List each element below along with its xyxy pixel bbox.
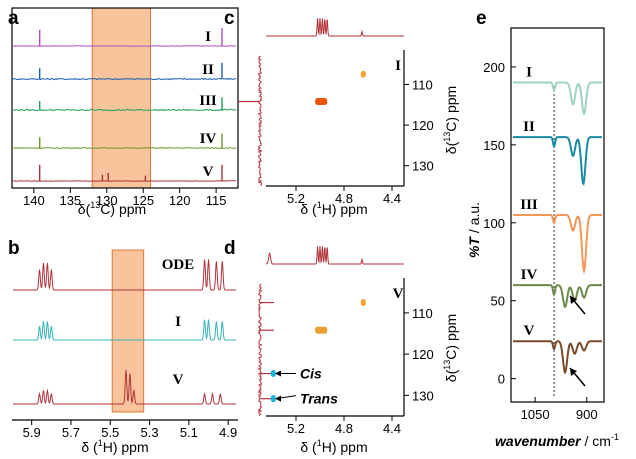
x-tick-label: 4.8: [335, 191, 353, 206]
panel-a-x-title: δ(13C) ppm: [78, 200, 146, 217]
series-label: III: [199, 93, 217, 109]
arrow-head: [570, 368, 577, 376]
cross-peak: [270, 370, 276, 378]
panel-d-x-title: δ (1H) ppm: [300, 438, 367, 455]
panel-c-y-title: δ(13C) ppm: [442, 86, 459, 154]
highlight-region: [91, 7, 152, 189]
ir-trace: [513, 136, 602, 186]
cross-peak: [315, 98, 328, 105]
y-tick-label: 200: [483, 60, 505, 75]
cross-peak: [315, 326, 328, 334]
panel-b-x-title: δ (1H) ppm: [81, 438, 148, 455]
x-tick-label: 4.4: [383, 421, 401, 436]
projection-13c: [257, 55, 263, 186]
x-tick-label: 1050: [521, 407, 550, 422]
panel-e-x-title: wavenumber / cm-1: [495, 432, 619, 449]
arrow-head: [570, 296, 577, 304]
plot-frame: [510, 27, 605, 403]
series-label: V: [203, 164, 214, 180]
spectrum-trace: [13, 259, 236, 291]
series-label: I: [205, 29, 211, 45]
y-tick-label: 120: [412, 118, 434, 133]
panel-c-x-title: δ (1H) ppm: [300, 200, 367, 217]
highlight-region: [111, 249, 145, 413]
x-tick-label: 5.5: [101, 425, 119, 440]
x-tick-label: 140: [23, 193, 45, 208]
ir-trace: [513, 284, 602, 309]
y-tick-label: 110: [412, 306, 433, 321]
series-label: I: [175, 314, 181, 330]
x-tick-label: 5.2: [287, 421, 305, 436]
projection-1h: [266, 17, 404, 37]
x-tick-label: 5.9: [23, 425, 41, 440]
spectrum-trace: [12, 108, 237, 112]
x-tick-label: 125: [132, 193, 154, 208]
x-tick-label: 130: [96, 193, 118, 208]
spectrum-trace: [13, 147, 237, 149]
cross-peak: [360, 299, 366, 307]
plot-frame: [11, 7, 239, 189]
x-tick-label: 4.9: [219, 425, 237, 440]
panel-d-y-title: δ(13C) ppm: [442, 314, 459, 382]
x-tick-label: 900: [576, 407, 598, 422]
series-label: IV: [521, 267, 538, 283]
cross-peak: [270, 395, 276, 403]
ir-trace: [513, 214, 602, 275]
spectrum-trace: [13, 319, 236, 341]
y-tick-label: 120: [412, 347, 434, 362]
panel-e-y-title: %T / a.u.: [466, 202, 482, 258]
arrow-head: [275, 395, 281, 402]
panel-d-hsqc-map: V 5.2 4.8 4.4 110 120 130 Cis Trans: [257, 245, 434, 436]
series-label: I: [526, 65, 532, 81]
series-label: ODE: [162, 257, 195, 273]
series-label: II: [202, 62, 214, 78]
panel-c-hsqc-map: I 5.2 4.8 4.4 110 120 130: [238, 17, 434, 206]
panel-b-1h-spectra: ODE I V 5.9 5.7 5.5 5.3 5.1 4.9: [12, 249, 238, 440]
spectrum-label: V: [393, 286, 404, 302]
y-tick-label: 110: [412, 77, 433, 92]
y-tick-label: 150: [483, 138, 505, 153]
spectrum-label: I: [395, 58, 401, 74]
ir-trace: [513, 81, 602, 116]
projection-13c: [257, 283, 263, 417]
y-tick-label: 0: [498, 372, 505, 387]
annotation-label: Trans: [300, 391, 338, 407]
y-tick-label: 130: [412, 159, 434, 174]
series-label: IV: [200, 131, 217, 147]
x-tick-label: 4.8: [335, 421, 353, 436]
series-label: II: [523, 119, 535, 135]
arrow-head: [275, 370, 281, 377]
ir-trace: [513, 340, 602, 375]
annotation-label: Cis: [300, 366, 322, 382]
x-tick-label: 5.1: [180, 425, 198, 440]
x-tick-label: 120: [169, 193, 191, 208]
panel-e-label: e: [476, 8, 487, 29]
x-tick-label: 5.2: [287, 191, 305, 206]
x-tick-label: 4.4: [383, 191, 401, 206]
cross-peak: [360, 70, 366, 78]
y-tick-label: 100: [483, 216, 505, 231]
series-label: III: [520, 197, 538, 213]
x-tick-label: 115: [206, 193, 227, 208]
spectrum-trace: [13, 369, 236, 405]
spectrum-trace: [12, 77, 237, 81]
y-tick-label: 130: [412, 388, 434, 403]
panel-c-label: c: [224, 8, 235, 29]
x-tick-label: 5.7: [62, 425, 80, 440]
x-tick-label: 5.3: [141, 425, 159, 440]
x-tick-label: 135: [59, 193, 81, 208]
panel-a-label: a: [8, 8, 19, 29]
panel-b-label: b: [8, 238, 20, 259]
series-label: V: [524, 323, 535, 339]
projection-1h: [265, 245, 404, 265]
panel-d-label: d: [224, 238, 236, 259]
series-label: V: [173, 372, 184, 388]
y-tick-label: 50: [491, 294, 505, 309]
